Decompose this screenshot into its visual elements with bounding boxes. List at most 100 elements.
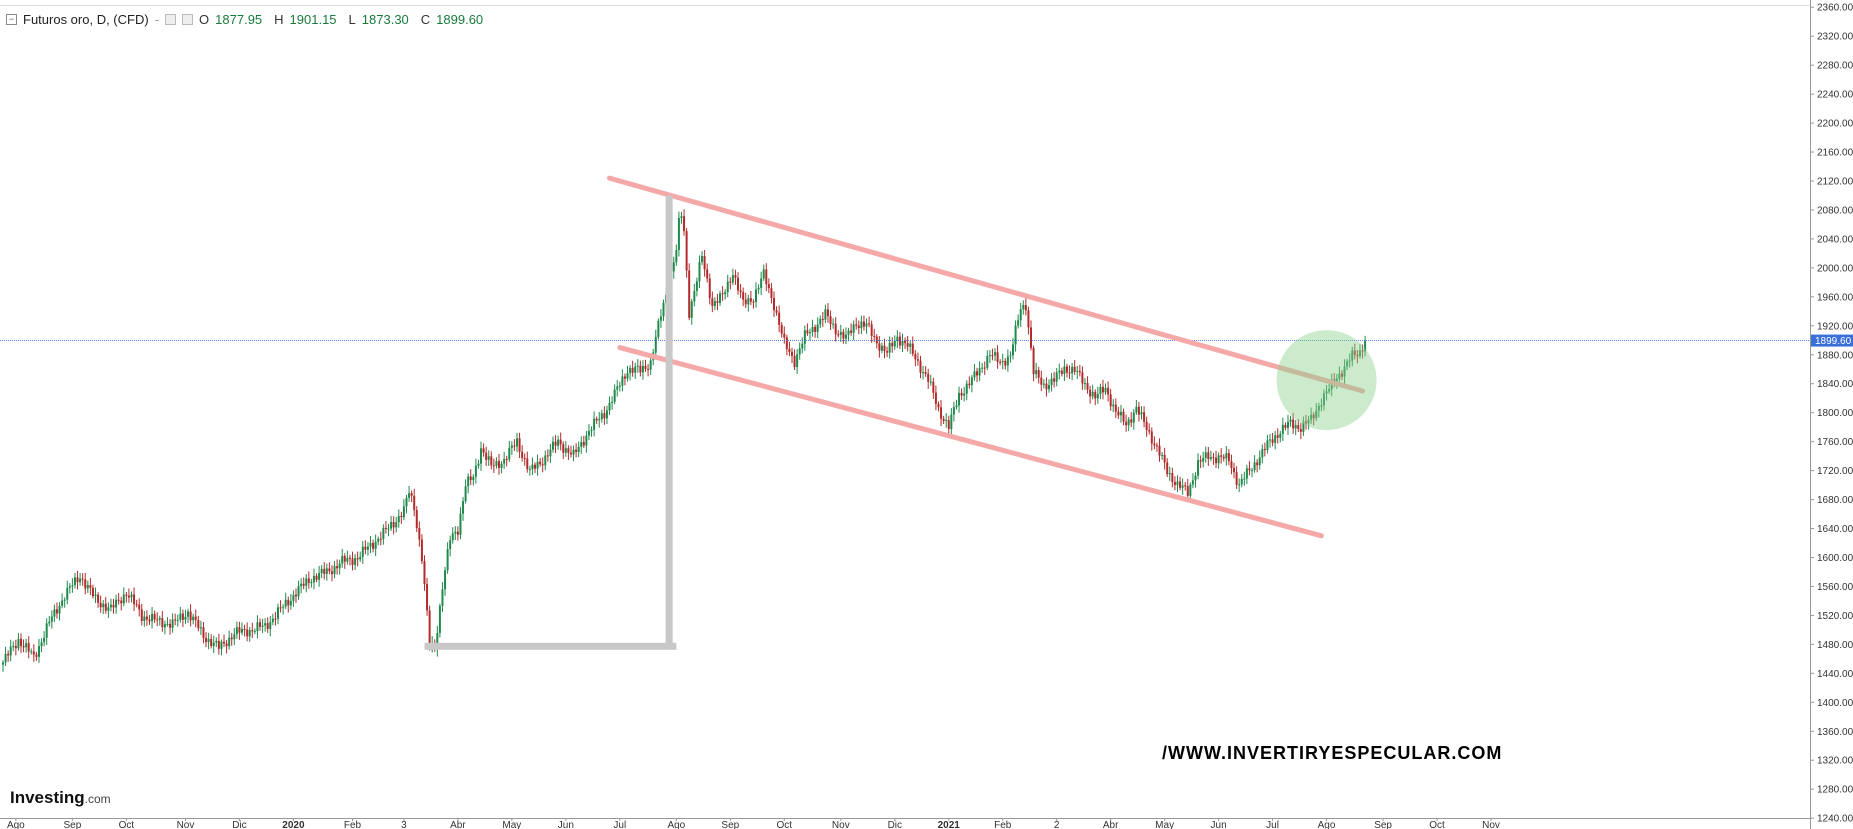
candle-body <box>916 359 919 361</box>
candle-body <box>808 332 811 334</box>
candle-body <box>1243 478 1246 480</box>
indicator-close-icon[interactable] <box>182 14 194 25</box>
candle-body <box>675 249 678 263</box>
x-tick-label: Dic <box>232 820 246 829</box>
candle-body <box>945 420 948 422</box>
collapse-legend-icon[interactable]: − <box>6 14 17 25</box>
candle-body <box>467 476 470 487</box>
investing-logo[interactable]: Investing.com <box>10 788 111 808</box>
candle-body <box>382 527 385 539</box>
candle-body <box>1148 430 1151 432</box>
candle-body <box>1076 370 1079 372</box>
candle-body <box>788 348 791 352</box>
candle-body <box>508 447 511 460</box>
candle-body <box>870 324 873 336</box>
candle-body <box>767 284 770 289</box>
candle-body <box>546 455 549 457</box>
candle-body <box>729 281 732 283</box>
candle-body <box>474 465 477 477</box>
measure-horizontal-bar[interactable] <box>424 642 677 650</box>
candle-body <box>1153 443 1156 446</box>
candle-body <box>364 546 367 550</box>
candle-body <box>654 336 657 353</box>
last-price-label: 1899.60 <box>1815 336 1852 347</box>
candle-body <box>1263 448 1266 450</box>
candle-body <box>539 461 542 465</box>
x-tick-label: Oct <box>119 820 135 829</box>
candle-body <box>415 510 418 529</box>
candle-body <box>66 587 69 600</box>
candle-body <box>1299 428 1302 432</box>
candle-body <box>7 653 10 656</box>
candle-body <box>14 646 17 649</box>
candle-body <box>569 452 572 455</box>
candle-body <box>287 599 290 606</box>
candle-body <box>598 419 601 421</box>
candle-body <box>91 587 94 597</box>
channel-lower-line[interactable] <box>617 345 1324 539</box>
candle-body <box>1179 481 1182 488</box>
candle-body <box>893 340 896 347</box>
candle-body <box>269 622 272 629</box>
candle-body <box>544 455 547 466</box>
high-label: H <box>274 12 284 27</box>
candle-body <box>233 634 236 640</box>
candle-body <box>241 628 244 633</box>
candle-body <box>1258 457 1261 466</box>
candle-body <box>225 643 228 647</box>
candle-body <box>68 586 71 588</box>
candle-body <box>523 457 526 459</box>
candle-body <box>595 418 598 421</box>
candle-body <box>575 449 578 453</box>
candle-body <box>1083 383 1086 385</box>
candle-body <box>1310 414 1313 420</box>
candle-body <box>950 414 953 429</box>
candle-body <box>641 365 644 373</box>
candle-body <box>184 616 187 620</box>
y-tick-label: 2320.00 <box>1817 32 1853 43</box>
candle-body <box>428 610 431 646</box>
candle-body <box>924 372 927 374</box>
highlight-circle[interactable] <box>1276 330 1377 431</box>
candle-body <box>438 605 441 634</box>
channel-upper-line[interactable] <box>607 175 1366 394</box>
candle-body <box>410 493 413 496</box>
candle-body <box>626 373 629 379</box>
measure-vertical-bar[interactable] <box>665 195 673 646</box>
candle-body <box>266 623 269 629</box>
candle-body <box>279 607 282 609</box>
candle-body <box>1281 424 1284 434</box>
candle-body <box>1186 486 1189 496</box>
candle-body <box>909 343 912 347</box>
candle-body <box>487 456 490 460</box>
candle-body <box>197 620 200 629</box>
candle-body <box>387 528 390 530</box>
candle-body <box>636 365 639 367</box>
candle-body <box>755 289 758 303</box>
candle-body <box>1137 406 1140 415</box>
candle-body <box>441 589 444 606</box>
candle-body <box>120 600 123 604</box>
candle-body <box>189 611 192 621</box>
x-tick-label: 2 <box>1054 820 1060 829</box>
candle-body <box>1012 344 1015 356</box>
x-tick-label: Oct <box>776 820 792 829</box>
candle-body <box>1220 455 1223 457</box>
candle-body <box>372 542 375 549</box>
symbol-label[interactable]: Futuros oro, D, (CFD) <box>23 12 149 27</box>
candle-body <box>12 646 15 648</box>
candle-body <box>1346 361 1349 367</box>
candle-body <box>821 318 824 320</box>
candle-body <box>623 376 626 379</box>
candle-body <box>721 293 724 295</box>
candle-body <box>960 392 963 396</box>
candle-body <box>1202 458 1205 462</box>
candle-body <box>963 393 966 396</box>
candle-body <box>336 566 339 569</box>
candle-body <box>81 578 84 580</box>
candle-body <box>248 629 251 637</box>
candle-body <box>50 616 53 622</box>
indicator-settings-icon[interactable] <box>165 14 177 25</box>
low-label: L <box>348 12 356 27</box>
